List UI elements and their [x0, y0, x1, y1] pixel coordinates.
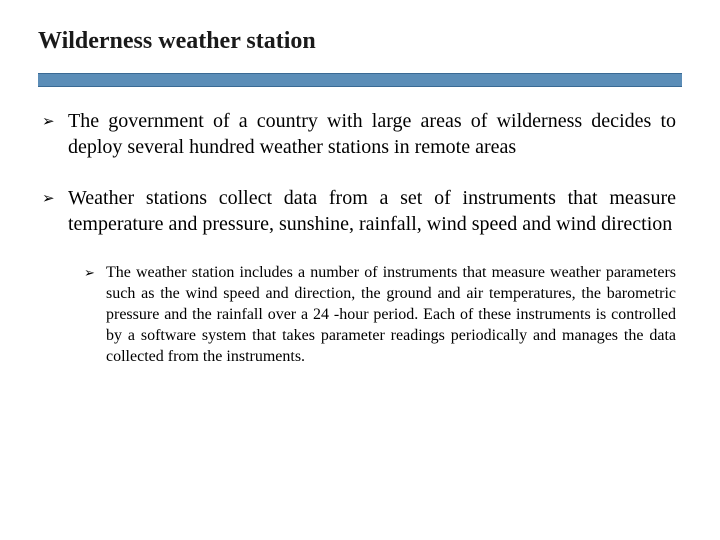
- bullet-item: ➢ The government of a country with large…: [42, 109, 676, 160]
- sub-bullet-item: ➢ The weather station includes a number …: [84, 263, 676, 367]
- sub-bullet-text: The weather station includes a number of…: [106, 263, 676, 367]
- bullet-text: Weather stations collect data from a set…: [68, 186, 676, 237]
- bullet-item: ➢ Weather stations collect data from a s…: [42, 186, 676, 237]
- title-divider: [38, 73, 682, 87]
- bullet-marker-icon: ➢: [42, 109, 68, 131]
- bullet-text: The government of a country with large a…: [68, 109, 676, 160]
- slide-container: Wilderness weather station ➢ The governm…: [0, 0, 720, 540]
- content-region: ➢ The government of a country with large…: [38, 109, 682, 367]
- bullet-marker-icon: ➢: [42, 186, 68, 208]
- slide-title: Wilderness weather station: [38, 28, 682, 73]
- bullet-marker-icon: ➢: [84, 263, 106, 281]
- title-region: Wilderness weather station: [38, 28, 682, 73]
